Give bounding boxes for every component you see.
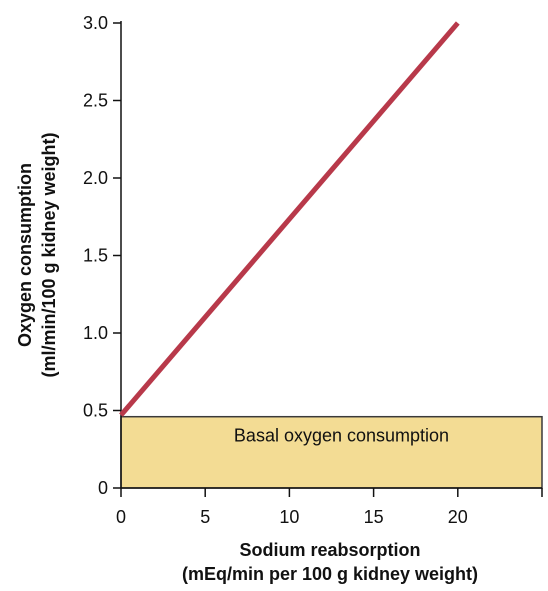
y-axis-title-line2: (ml/min/100 g kidney weight) [39,132,59,377]
x-tick-label: 20 [448,507,468,527]
oxygen-consumption-line [119,21,460,417]
y-tick-label: 1.0 [83,323,108,343]
y-tick-label: 0.5 [83,401,108,421]
x-tick-label: 15 [364,507,384,527]
x-tick-label: 0 [116,507,126,527]
basal-band [120,415,543,489]
x-axis-title-line1: Sodium reabsorption [239,540,420,560]
basal-band-label: Basal oxygen consumption [234,426,449,446]
x-tick-label: 5 [200,507,210,527]
series-layer [119,21,460,417]
x-axis-title-line2: (mEq/min per 100 g kidney weight) [182,564,478,584]
basal-band-layer [120,415,543,489]
y-tick-label: 2.0 [83,168,108,188]
y-tick-label: 0 [98,478,108,498]
axes-layer [113,21,543,497]
y-tick-label: 2.5 [83,91,108,111]
label-layer: Basal oxygen consumption 0 0.5 1.0 1.5 2.0 2.5… [15,13,478,584]
y-axis-title-line1: Oxygen consumption [15,163,35,347]
x-tick-label: 10 [279,507,299,527]
y-tick-label: 3.0 [83,13,108,33]
y-tick-label: 1.5 [83,246,108,266]
